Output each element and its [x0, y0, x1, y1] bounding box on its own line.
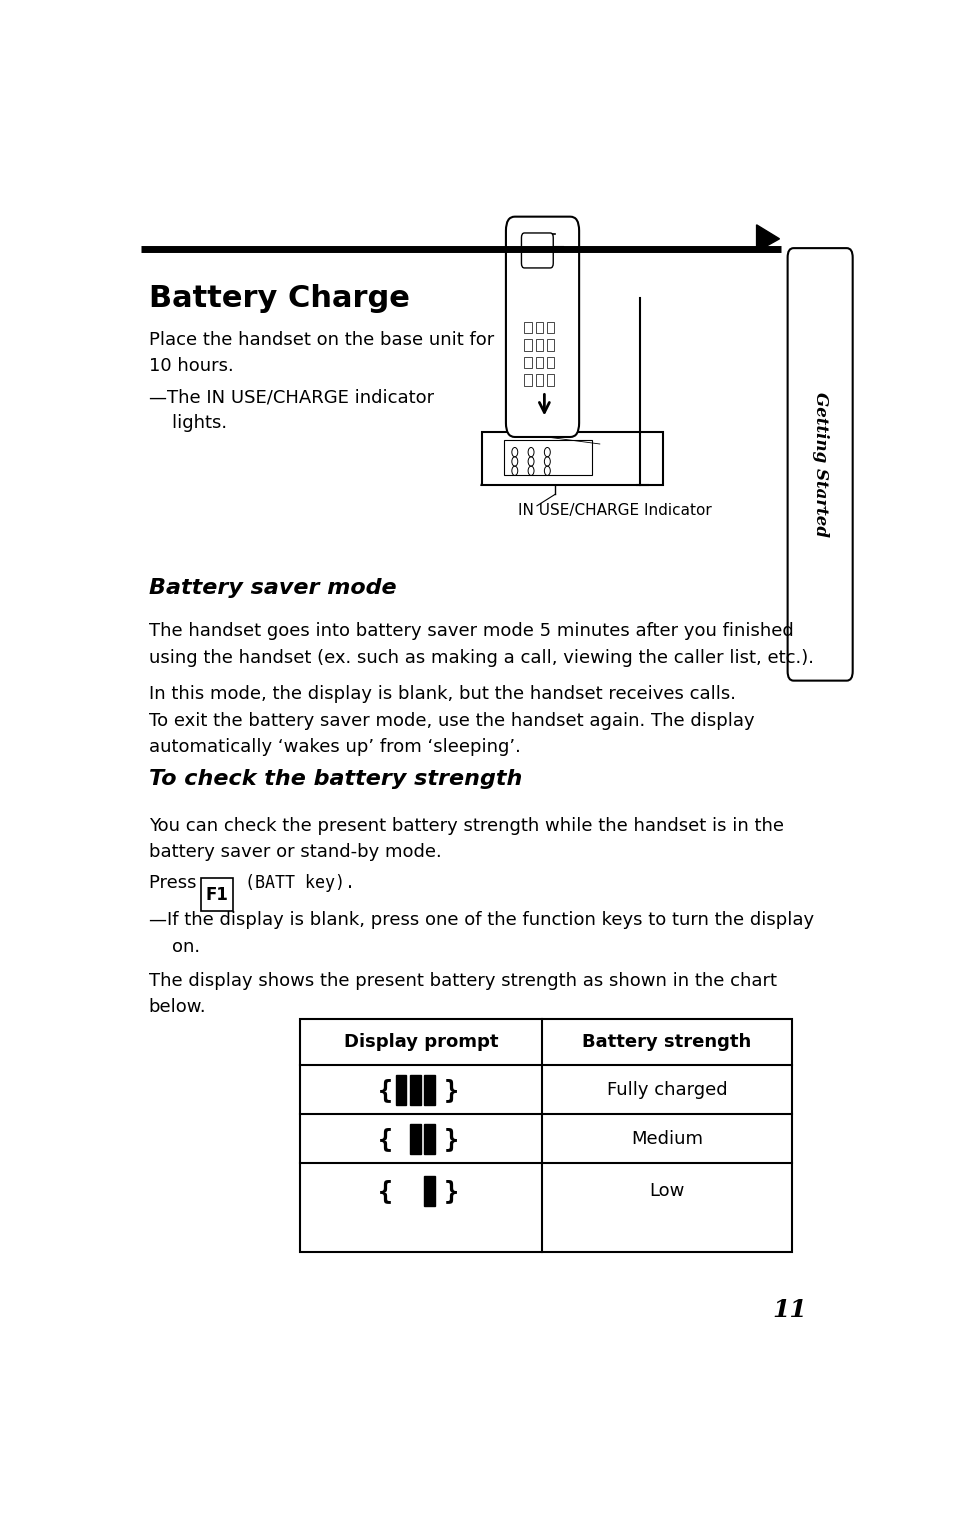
Text: Display prompt: Display prompt	[344, 1033, 498, 1051]
FancyBboxPatch shape	[787, 248, 852, 681]
Bar	[524, 321, 531, 333]
Text: You can check the present battery strength while the handset is in the
battery s: You can check the present battery streng…	[149, 818, 783, 861]
Text: IN USE/CHARGE Indicator: IN USE/CHARGE Indicator	[518, 503, 712, 518]
Text: Battery strength: Battery strength	[582, 1033, 751, 1051]
Bar	[395, 1075, 406, 1105]
Bar	[410, 1123, 420, 1154]
Text: In this mode, the display is blank, but the handset receives calls.
To exit the : In this mode, the display is blank, but …	[149, 686, 754, 755]
Text: (BATT key).: (BATT key).	[235, 874, 355, 892]
Polygon shape	[756, 224, 779, 251]
Bar	[535, 321, 542, 333]
Text: }: }	[443, 1179, 457, 1204]
Text: Press: Press	[149, 874, 202, 892]
Bar	[535, 357, 542, 368]
Text: Battery saver mode: Battery saver mode	[149, 578, 396, 598]
Text: —The IN USE/CHARGE indicator
    lights.: —The IN USE/CHARGE indicator lights.	[149, 388, 434, 433]
Bar	[503, 441, 592, 475]
Text: Battery Charge: Battery Charge	[149, 285, 409, 313]
Text: Place the handset on the base unit for
10 hours.: Place the handset on the base unit for 1…	[149, 332, 494, 375]
Bar	[546, 339, 554, 351]
Bar	[300, 1019, 791, 1252]
FancyBboxPatch shape	[200, 878, 233, 911]
Text: 11: 11	[771, 1297, 806, 1322]
Text: Getting Started: Getting Started	[811, 392, 828, 537]
Bar	[424, 1176, 435, 1207]
Bar	[481, 433, 662, 484]
Bar	[546, 374, 554, 386]
Text: {: {	[378, 1126, 393, 1151]
Text: F1: F1	[205, 886, 228, 904]
Text: —If the display is blank, press one of the function keys to turn the display
   : —If the display is blank, press one of t…	[149, 911, 813, 955]
Text: Fully charged: Fully charged	[606, 1081, 726, 1099]
Bar	[524, 357, 531, 368]
Text: To check the battery strength: To check the battery strength	[149, 769, 521, 789]
Bar	[535, 374, 542, 386]
Text: {: {	[378, 1078, 393, 1102]
Bar	[424, 1123, 435, 1154]
Polygon shape	[481, 465, 659, 484]
FancyBboxPatch shape	[521, 233, 553, 268]
Bar	[524, 339, 531, 351]
Bar	[546, 357, 554, 368]
Bar	[535, 339, 542, 351]
Text: {: {	[378, 1179, 393, 1204]
Text: }: }	[443, 1126, 457, 1151]
Text: Medium: Medium	[631, 1129, 702, 1148]
Bar	[410, 1075, 420, 1105]
Text: Low: Low	[649, 1182, 684, 1201]
Bar	[424, 1075, 435, 1105]
Text: The display shows the present battery strength as shown in the chart
below.: The display shows the present battery st…	[149, 972, 776, 1016]
Text: The handset goes into battery saver mode 5 minutes after you finished
using the : The handset goes into battery saver mode…	[149, 622, 813, 666]
FancyBboxPatch shape	[505, 217, 578, 438]
Bar	[546, 321, 554, 333]
Text: }: }	[443, 1078, 457, 1102]
Bar	[524, 374, 531, 386]
